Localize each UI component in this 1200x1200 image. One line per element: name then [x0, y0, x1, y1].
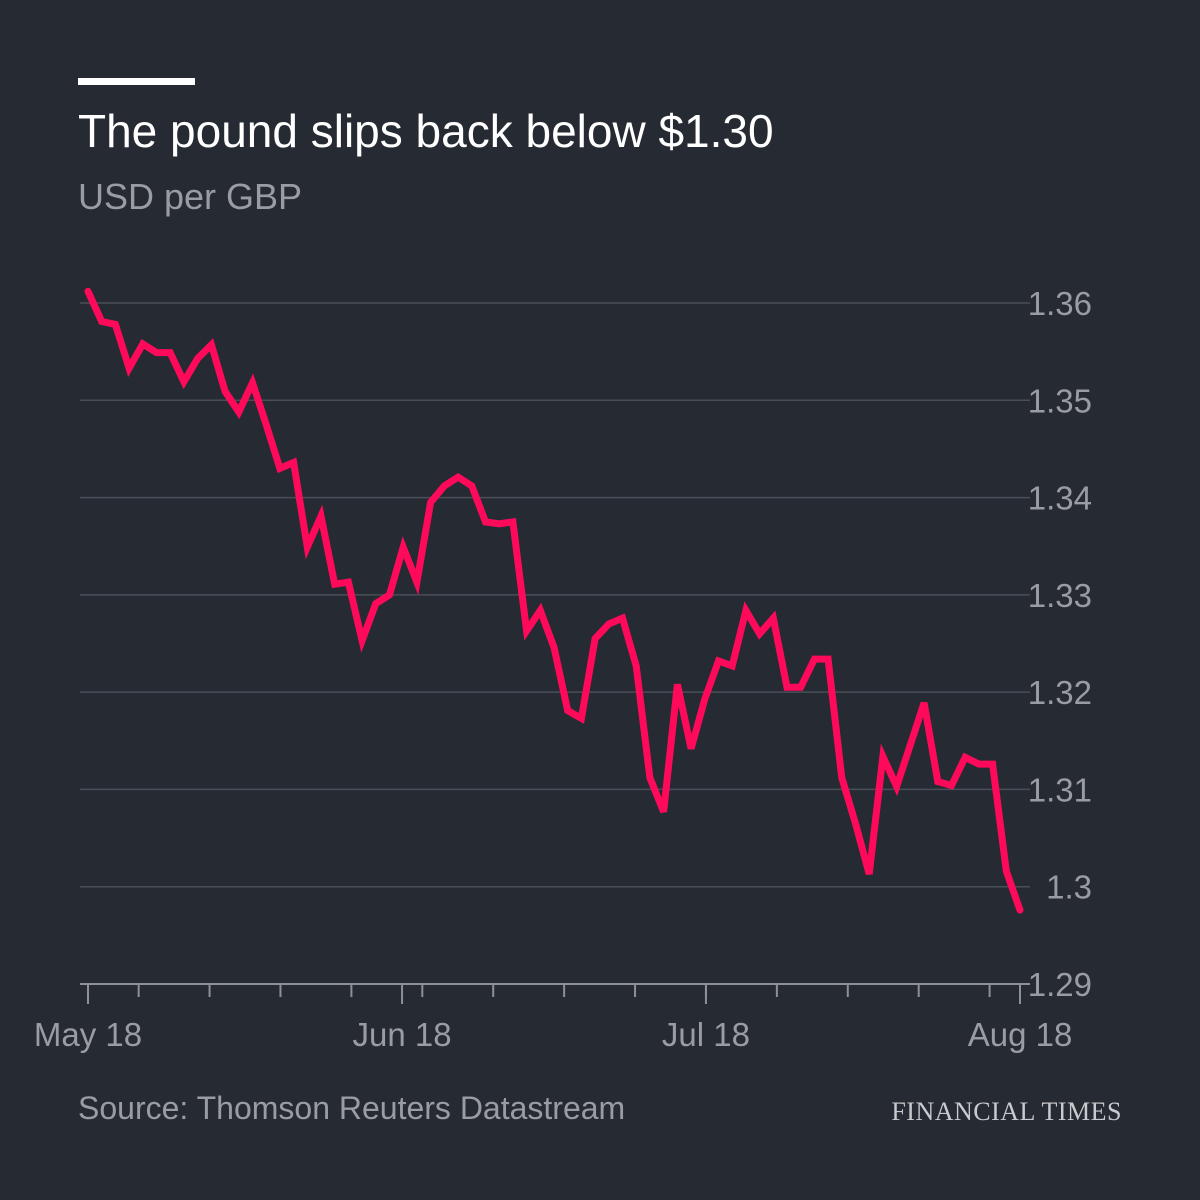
x-tick-label: May 18: [34, 1016, 142, 1053]
series: [84, 287, 1024, 914]
source-note: Source: Thomson Reuters Datastream: [78, 1090, 626, 1126]
y-tick-label: 1.35: [1028, 382, 1092, 419]
x-tick-label: Jul 18: [662, 1016, 750, 1053]
chart-subtitle: USD per GBP: [78, 176, 303, 217]
series-line-usd-per-gbp: [84, 287, 1024, 914]
brand-logo: FINANCIAL TIMES: [891, 1097, 1122, 1126]
y-tick-label: 1.29: [1028, 966, 1092, 1003]
gridlines: [80, 302, 1030, 985]
y-tick-label: 1.3: [1046, 869, 1092, 906]
y-tick-label: 1.31: [1028, 771, 1092, 808]
chart-title: The pound slips back below $1.30: [78, 105, 774, 157]
y-axis: 1.36 1.35 1.34 1.33 1.32 1.31 1.3 1.29: [1028, 285, 1092, 1003]
x-axis: May 18 Jun 18 Jul 18 Aug 18: [34, 984, 1072, 1053]
y-tick-label: 1.36: [1028, 285, 1092, 322]
y-tick-label: 1.32: [1028, 674, 1092, 711]
x-tick-label: Aug 18: [968, 1016, 1073, 1053]
title-accent-rule: [78, 78, 195, 85]
x-tick-label: Jun 18: [352, 1016, 451, 1053]
y-tick-label: 1.34: [1028, 480, 1092, 517]
y-tick-label: 1.33: [1028, 577, 1092, 614]
